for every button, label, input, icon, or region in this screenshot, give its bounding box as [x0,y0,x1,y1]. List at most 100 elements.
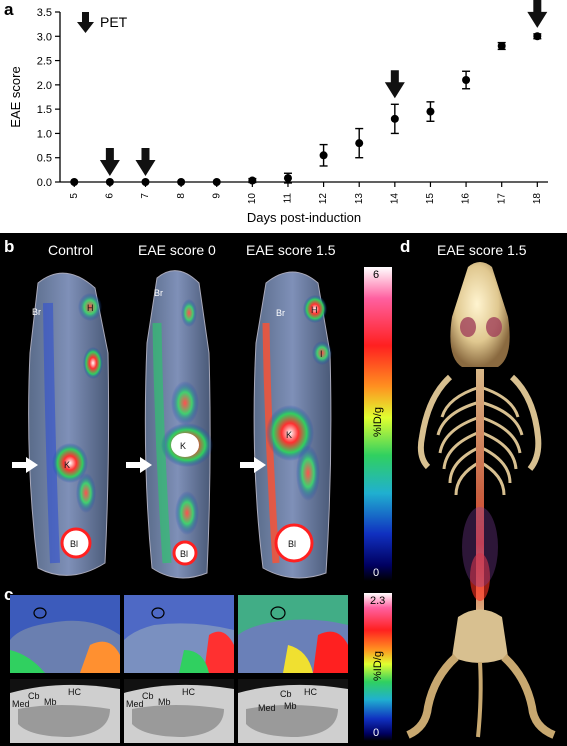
x-tick-label: 18 [532,193,543,205]
y-tick-label: 3.0 [37,31,52,43]
pet-legend-arrow-icon [77,12,94,33]
y-tick-label: 3.5 [37,7,52,19]
x-tick-label: 12 [318,193,329,205]
x-tick-label: 16 [461,193,472,205]
organ-label-i: I [320,349,323,359]
organ-label-h-3: H [311,305,318,315]
data-point [283,174,292,183]
eae-score-chart: 0.0 0.5 1.0 1.5 2.0 2.5 3.0 3.5 5 6 7 8 9 10 11 12 13 14 1… [8,0,548,225]
region-label-med-3: Med [258,703,276,713]
organ-label-k-3: K [286,430,292,440]
organ-label-bl-2: Bl [180,549,188,559]
data-point [426,107,435,116]
pet-legend: PET [77,12,128,33]
organ-label-bl-3: Bl [288,539,296,549]
y-tick-label: 1.5 [37,104,52,116]
arrow-right-icon [240,457,266,473]
title-panel-d: EAE score 1.5 [437,242,527,258]
imaging-panels: b c d Control EAE score 0 EAE score 1.5 … [0,233,567,746]
region-label-hc-2: HC [182,687,195,697]
title-eae-0: EAE score 0 [138,242,216,258]
data-point [462,76,471,84]
arrow-right-icon [126,457,152,473]
region-label-med-2: Med [126,699,144,709]
region-label-mb-3: Mb [284,701,297,711]
pet-scan-control: Br H K Bl [28,272,110,576]
colorbar-b [364,267,392,581]
y-tick-label: 2.0 [37,80,52,92]
organ-label-br-3: Br [276,308,285,318]
organ-label-k: K [64,460,70,470]
data-point [141,178,150,186]
region-label-med: Med [12,699,30,709]
y-axis-label: EAE score [8,66,23,127]
pet-legend-label: PET [100,14,128,30]
y-tick-label: 1.0 [37,128,52,140]
kidney-arrows [12,457,266,473]
y-tick-label: 0.5 [37,153,52,165]
organ-label-h: H [87,303,94,313]
panel-label-d: d [400,237,411,256]
pet-arrow-icon [135,148,156,176]
title-eae-1-5: EAE score 1.5 [246,242,336,258]
pet-arrow-icon [99,148,120,176]
region-label-mb-2: Mb [158,697,171,707]
x-axis-label: Days post-induction [247,210,361,225]
brain-pet-eae-1-5 [238,595,348,673]
panel-label-b: b [4,237,15,256]
organ-label-bl: Bl [70,539,78,549]
panel-label-a: a [4,0,14,19]
data-point [177,178,186,186]
y-tick-label: 0.0 [37,177,52,189]
colorbar-b-unit: %ID/g [372,407,384,437]
pet-scan-eae-0: Br K Bl [144,270,213,579]
brain-pet-control [10,595,120,673]
brain-ct-eae-1-5: Cb Med Mb HC [238,679,348,743]
x-tick-label: 5 [69,193,80,199]
pet-scan-eae-1-5: Br H I K Bl [253,271,332,579]
region-label-mb: Mb [44,697,57,707]
x-tick-label: 14 [389,193,400,205]
data-point [319,151,328,160]
x-tick-label: 11 [283,193,294,204]
data-point [248,176,257,185]
data-point [497,42,506,50]
title-control: Control [48,242,94,258]
panel-label-c: c [4,585,14,604]
region-label-cb: Cb [28,691,40,701]
arrow-right-icon [12,457,38,473]
brain-ct-eae-0: Cb Med Mb HC [124,679,234,743]
organ-label-br-2: Br [154,288,163,298]
data-point [70,178,79,186]
x-tick-label: 8 [176,193,187,199]
pet-arrow-icon [384,70,405,99]
colorbar-c-min: 0 [373,727,380,739]
region-label-hc: HC [68,687,81,697]
organ-label-k-2: K [180,441,186,451]
region-label-hc-3: HC [304,687,317,697]
y-tick-label: 2.5 [37,56,52,68]
x-tick-label: 7 [140,193,151,199]
colorbar-c-unit: %ID/g [372,651,384,681]
x-tick-label: 6 [105,193,116,199]
colorbar-b-max: 6 [373,269,380,281]
x-tick-label: 9 [211,193,222,199]
region-label-cb-3: Cb [280,689,292,699]
brain-pet-eae-0 [124,595,234,673]
x-tick-label: 15 [425,193,436,205]
x-tick-label: 13 [354,193,365,205]
x-tick-label: 17 [496,193,507,205]
region-label-cb-2: Cb [142,691,154,701]
data-point [533,32,542,41]
colorbar-b-min: 0 [373,567,380,579]
skeleton-3d-render [406,262,556,739]
data-point [390,114,399,123]
organ-label-br: Br [32,307,41,317]
data-point [355,139,364,148]
pet-arrow-icon [527,0,548,28]
brain-ct-control: Cb Med Mb HC [10,679,120,743]
x-tick-label: 10 [247,193,258,205]
colorbar-c [364,593,392,741]
data-point [105,178,114,186]
